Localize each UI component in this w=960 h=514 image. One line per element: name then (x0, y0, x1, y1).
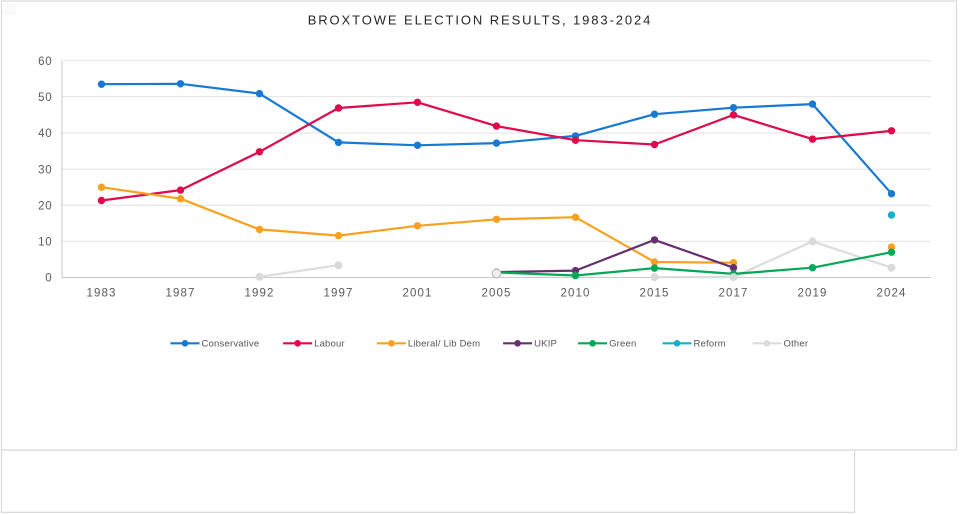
svg-text:Conservative: Conservative (202, 339, 260, 350)
svg-text:1992: 1992 (245, 288, 275, 300)
svg-text:BROXTOWE ELECTION RESULTS, 198: BROXTOWE ELECTION RESULTS, 1983-2024 (308, 12, 653, 27)
svg-text:30: 30 (38, 164, 52, 176)
svg-text:60: 60 (38, 56, 52, 68)
svg-text:2005: 2005 (482, 288, 512, 300)
svg-text:Other: Other (784, 339, 809, 350)
svg-text:2010: 2010 (561, 288, 591, 300)
svg-text:20: 20 (38, 200, 52, 212)
svg-text:1987: 1987 (166, 288, 196, 300)
svg-text:Reform: Reform (694, 339, 726, 350)
svg-text:Green: Green (609, 339, 636, 350)
svg-text:50: 50 (38, 92, 52, 104)
svg-text:10: 10 (38, 237, 52, 249)
svg-text:2015: 2015 (640, 288, 670, 300)
svg-text:40: 40 (38, 128, 52, 140)
svg-text:1983: 1983 (87, 288, 117, 300)
svg-text:2017: 2017 (719, 288, 749, 300)
svg-text:Labour: Labour (314, 339, 345, 350)
svg-text:Liberal/ Lib Dem: Liberal/ Lib Dem (408, 339, 480, 350)
svg-text:2019: 2019 (798, 288, 828, 300)
svg-text:0: 0 (45, 273, 52, 285)
svg-text:1997: 1997 (324, 288, 354, 300)
svg-text:UKIP: UKIP (534, 339, 557, 350)
svg-text:2001: 2001 (403, 288, 433, 300)
svg-text:2024: 2024 (877, 288, 907, 300)
